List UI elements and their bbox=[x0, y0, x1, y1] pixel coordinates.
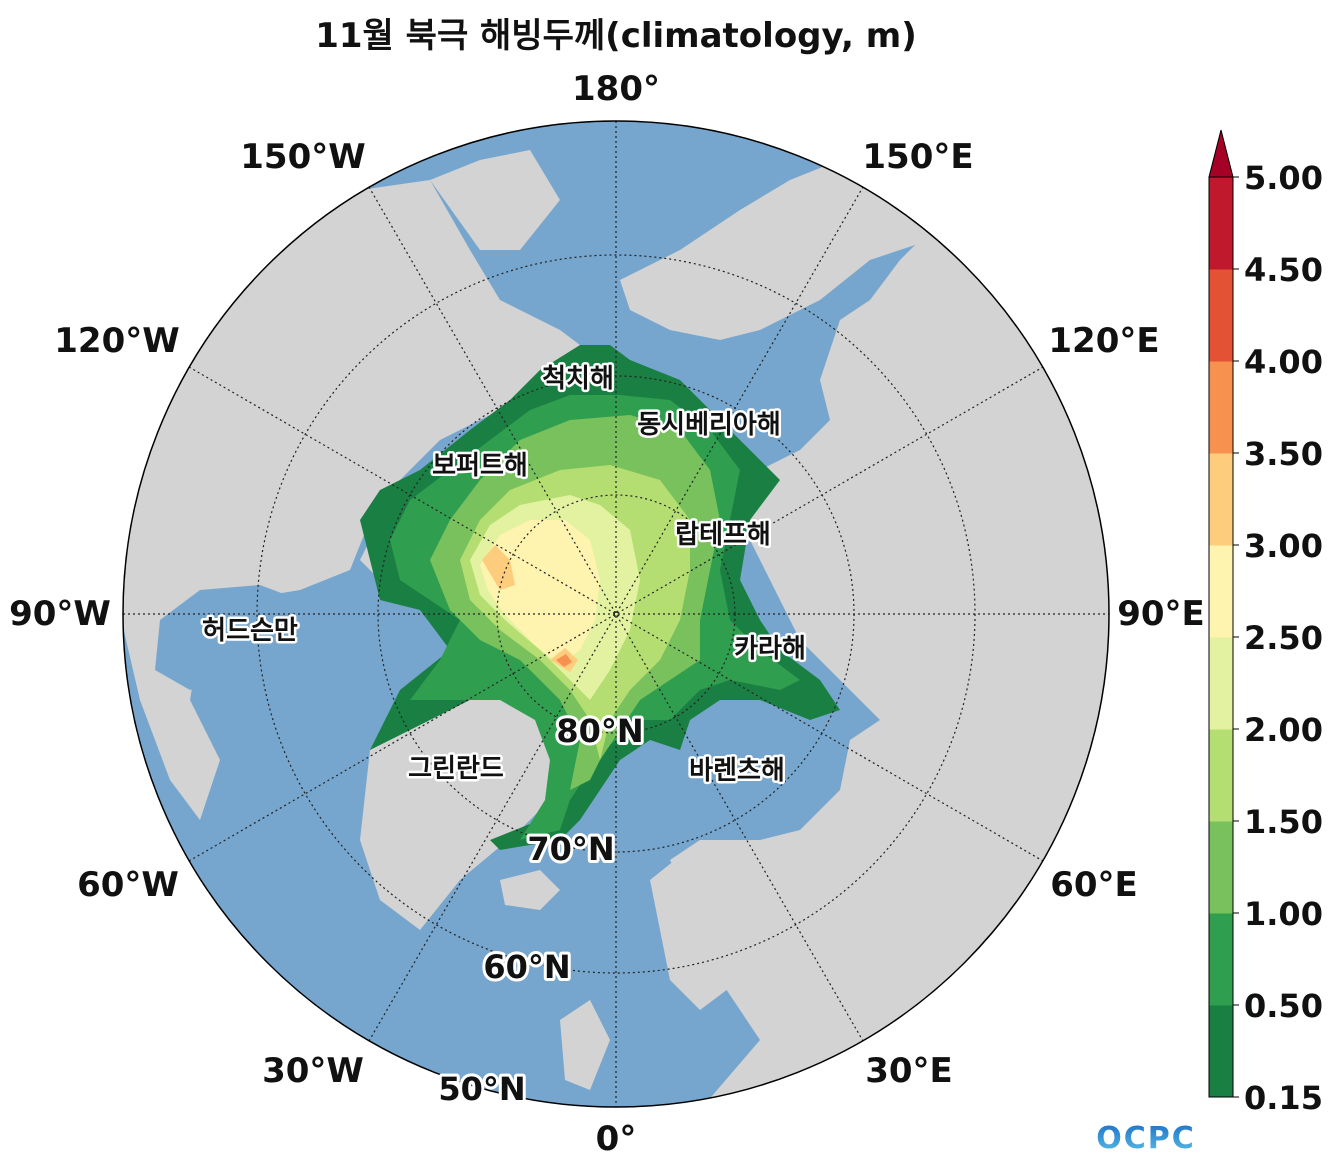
land-alaska-west bbox=[430, 150, 560, 250]
sea-label-chukchi: 척치해 bbox=[542, 364, 614, 394]
sea-label-greenland: 그린란드 bbox=[408, 754, 504, 784]
land-british-isles bbox=[560, 1000, 610, 1090]
colorbar-bin-4 bbox=[1209, 637, 1233, 730]
colorbar-tick-label: 5.00 bbox=[1244, 159, 1323, 197]
lon-label-90e: 90°E bbox=[1117, 594, 1205, 634]
sea-label-barents: 바렌츠해 bbox=[689, 756, 785, 786]
lon-label-30w: 30°W bbox=[262, 1051, 364, 1091]
lat-label-80n: 80°N bbox=[556, 712, 643, 750]
land-iceland bbox=[500, 870, 560, 910]
lat-label-50n: 50°N bbox=[438, 1070, 525, 1108]
colorbar-bin-6 bbox=[1209, 453, 1233, 546]
lon-label-60e: 60°E bbox=[1050, 865, 1138, 905]
lat-label-60n: 60°N bbox=[483, 948, 570, 986]
colorbar-tick-label: 2.50 bbox=[1244, 619, 1323, 657]
colorbar-bin-0 bbox=[1209, 1005, 1233, 1098]
land-north-america bbox=[123, 180, 600, 820]
colorbar-bin-7 bbox=[1209, 361, 1233, 454]
colorbar-tick-label: 4.00 bbox=[1244, 343, 1323, 381]
ice-band-2.50 bbox=[480, 520, 600, 665]
ice-band-3.00 bbox=[482, 545, 515, 590]
sea-labels: 척치해 동시베리아해 보퍼트해 랍테프해 허드슨만 카라해 그린란드 바렌츠해 bbox=[200, 362, 809, 789]
land-chukotka bbox=[620, 160, 960, 340]
colorbar-tick-label: 2.00 bbox=[1244, 711, 1323, 749]
colorbar-tick-label: 3.00 bbox=[1244, 527, 1323, 565]
lon-label-150w: 150°W bbox=[240, 137, 365, 177]
lon-label-120w: 120°W bbox=[54, 321, 179, 361]
sea-label-beaufort: 보퍼트해 bbox=[432, 451, 528, 481]
colorbar-extend-arrow bbox=[1208, 129, 1234, 178]
sea-label-laptev: 랍테프해 bbox=[675, 520, 771, 550]
colorbar-tick-label: 1.00 bbox=[1244, 895, 1323, 933]
lon-label-30e: 30°E bbox=[865, 1051, 953, 1091]
colorbar-tick-label: 1.50 bbox=[1244, 803, 1323, 841]
colorbar-tick-label: 0.15 bbox=[1244, 1079, 1323, 1117]
lon-label-60w: 60°W bbox=[77, 865, 179, 905]
latitude-labels: 80°N 70°N 60°N 50°N bbox=[435, 709, 646, 1111]
hudson-bay-water bbox=[155, 585, 310, 690]
ice-band-3.50 bbox=[556, 654, 572, 667]
colorbar-bin-3 bbox=[1209, 729, 1233, 822]
longitude-labels: 180° 150°E 120°E 90°E 60°E 30°E 0° 30°W … bbox=[9, 69, 1205, 1159]
colorbar-bin-5 bbox=[1209, 545, 1233, 638]
colorbar-bin-1 bbox=[1209, 913, 1233, 1006]
colorbar-tick-label: 4.50 bbox=[1244, 251, 1323, 289]
graticule bbox=[123, 121, 1109, 1107]
colorbar-bin-8 bbox=[1209, 269, 1233, 362]
colorbar: 0.15 0.50 1.00 1.50 2.00 2.50 3.00 3.50 4.00 4.50… bbox=[1208, 129, 1323, 1117]
sea-label-kara: 카라해 bbox=[734, 634, 806, 664]
lon-label-120e: 120°E bbox=[1048, 321, 1159, 361]
lon-label-90w: 90°W bbox=[9, 594, 111, 634]
ocpc-logo-text: OCPC bbox=[1096, 1121, 1196, 1156]
colorbar-bin-2 bbox=[1209, 821, 1233, 914]
ocpc-logo: OCPC bbox=[1096, 1121, 1196, 1156]
map-boundary bbox=[122, 120, 1110, 1108]
sea-ice-thickness bbox=[360, 345, 840, 850]
colorbar-tick-label: 3.50 bbox=[1244, 435, 1323, 473]
lon-label-180: 180° bbox=[572, 69, 660, 109]
lon-label-0: 0° bbox=[596, 1119, 637, 1159]
colorbar-tick-label: 0.50 bbox=[1244, 987, 1323, 1025]
land-eurasia bbox=[670, 200, 1109, 1107]
map-title: 11월 북극 해빙두께(climatology, m) bbox=[315, 16, 917, 56]
sea-label-east-siberian: 동시베리아해 bbox=[637, 410, 781, 440]
lon-label-150e: 150°E bbox=[862, 137, 973, 177]
lat-label-70n: 70°N bbox=[527, 830, 614, 868]
colorbar-bin-9 bbox=[1209, 177, 1233, 270]
sea-label-hudson-bay: 허드슨만 bbox=[202, 616, 298, 646]
